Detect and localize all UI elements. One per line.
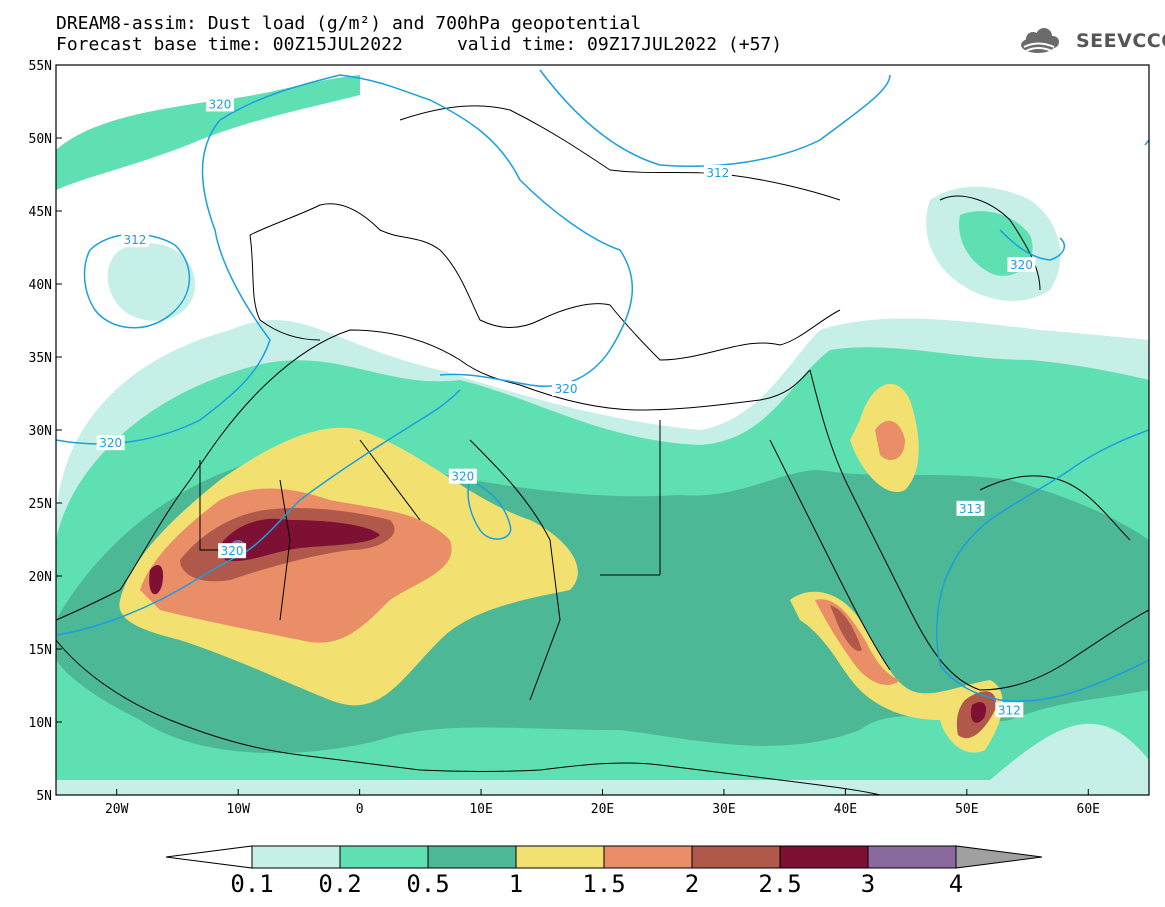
lat-tick-label: 5N	[36, 789, 52, 804]
lat-tick-label: 50N	[29, 132, 52, 147]
contour-label-bg	[205, 96, 234, 112]
contour-label: 320	[99, 436, 122, 450]
dust-field	[56, 65, 1149, 795]
lat-tick-label: 35N	[29, 351, 52, 366]
longitude-axis: 20W 10W 0 10E 20E 30E 40E 50E 60E	[105, 789, 1100, 817]
title-line-2: Forecast base time: 00Z15JUL2022 valid t…	[56, 34, 783, 55]
contour-label: 312	[998, 703, 1021, 717]
lon-tick-label: 40E	[834, 802, 857, 817]
colorbar-swatch	[427, 845, 517, 869]
lon-tick-label: 30E	[712, 802, 735, 817]
lat-tick-label: 20N	[29, 570, 52, 585]
lat-tick-label: 55N	[29, 59, 52, 74]
cloud-icon	[1021, 28, 1059, 53]
contour-label-bg	[120, 232, 149, 248]
colorbar-label: 0.1	[230, 870, 273, 898]
contour-label-bg	[995, 702, 1024, 718]
lat-tick-label: 45N	[29, 205, 52, 220]
lon-tick-label: 0	[356, 802, 364, 817]
contour-label: 320	[555, 382, 578, 396]
lon-tick-label: 20W	[105, 802, 129, 817]
latitude-axis: 55N 50N 45N 40N 35N 30N 25N 20N 15N 10N 5N	[29, 59, 62, 804]
colorbar-swatch	[867, 845, 957, 869]
colorbar: 0.1 0.2 0.5 1 1.5 2 2.5 3 4	[165, 845, 1043, 898]
contour-label: 312	[123, 233, 146, 247]
colorbar-label: 2	[685, 870, 699, 898]
contour-label-bg	[956, 500, 985, 516]
colorbar-swatch	[603, 845, 693, 869]
colorbar-label: 1	[509, 870, 523, 898]
colorbar-label: 4	[949, 870, 963, 898]
contour-label-bg	[218, 543, 247, 559]
colorbar-label: 0.5	[406, 870, 449, 898]
contour-label: 320	[1010, 258, 1033, 272]
contour-label-bg	[703, 165, 732, 181]
lat-tick-label: 30N	[29, 424, 52, 439]
lon-tick-label: 50E	[955, 802, 978, 817]
colorbar-low-arrow	[165, 845, 253, 869]
colorbar-high-arrow	[955, 845, 1043, 869]
contour-label: 313	[959, 502, 982, 516]
colorbar-label: 0.2	[318, 870, 361, 898]
lat-tick-label: 25N	[29, 497, 52, 512]
contour-label-bg	[96, 435, 125, 451]
lat-tick-label: 10N	[29, 716, 52, 731]
contour-label: 320	[451, 470, 474, 484]
contour-label: 312	[706, 166, 729, 180]
lon-tick-label: 10W	[226, 802, 250, 817]
geopotential-contours	[56, 69, 1149, 702]
logo-text: SEEVCCC	[1076, 30, 1165, 52]
lon-tick-label: 10E	[469, 802, 492, 817]
coastlines	[56, 105, 1149, 795]
contour-label: 320	[208, 97, 231, 111]
colorbar-label: 2.5	[758, 870, 801, 898]
lat-tick-label: 15N	[29, 643, 52, 658]
colorbar-swatch	[515, 845, 605, 869]
lon-tick-label: 20E	[591, 802, 614, 817]
contour-label-bg	[448, 468, 477, 484]
contour-label-bg	[552, 381, 581, 397]
colorbar-swatch	[691, 845, 781, 869]
title-line-1: DREAM8-assim: Dust load (g/m²) and 700hP…	[56, 13, 642, 34]
contour-label-bg	[1007, 257, 1036, 273]
colorbar-label: 1.5	[582, 870, 625, 898]
contour-label: 320	[221, 544, 244, 558]
colorbar-swatch	[339, 845, 429, 869]
contour-labels: 320 312 320 312 320 320 320 320 313 312	[96, 96, 1036, 718]
colorbar-label: 3	[861, 870, 875, 898]
lat-tick-label: 40N	[29, 278, 52, 293]
colorbar-swatch	[779, 845, 869, 869]
colorbar-swatch	[251, 845, 341, 869]
lon-tick-label: 60E	[1077, 802, 1100, 817]
